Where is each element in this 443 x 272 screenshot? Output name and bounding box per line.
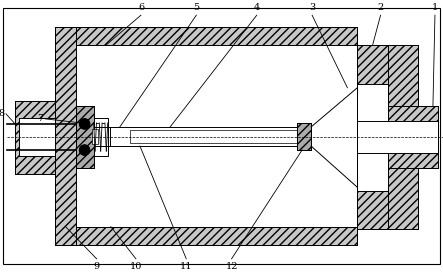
Bar — [358, 121, 438, 153]
Bar — [388, 121, 438, 153]
Text: 12: 12 — [225, 262, 238, 271]
Bar — [130, 130, 297, 143]
Bar — [15, 101, 55, 174]
Text: 8: 8 — [0, 109, 4, 118]
Text: 2: 2 — [377, 3, 384, 12]
Bar — [75, 106, 93, 168]
Bar — [358, 84, 388, 191]
Bar — [55, 27, 358, 45]
Circle shape — [80, 119, 89, 129]
Bar — [297, 123, 311, 150]
Circle shape — [80, 145, 89, 155]
Bar — [19, 118, 55, 156]
Text: 11: 11 — [180, 262, 193, 271]
Bar — [358, 45, 418, 84]
Bar — [358, 45, 418, 229]
Bar — [75, 45, 358, 227]
Text: 5: 5 — [193, 3, 199, 12]
Bar — [358, 191, 418, 229]
Bar — [55, 27, 75, 245]
Bar — [358, 45, 388, 229]
Text: 6: 6 — [138, 3, 144, 12]
Bar — [388, 106, 438, 168]
Text: 4: 4 — [253, 3, 260, 12]
Bar — [110, 127, 297, 146]
Text: 9: 9 — [93, 262, 100, 271]
Text: 7: 7 — [37, 115, 43, 123]
Bar — [93, 118, 108, 156]
Text: 3: 3 — [309, 3, 315, 12]
Text: 10: 10 — [130, 262, 142, 271]
Text: 1: 1 — [432, 3, 438, 12]
Bar — [92, 129, 97, 144]
Bar — [55, 227, 358, 245]
